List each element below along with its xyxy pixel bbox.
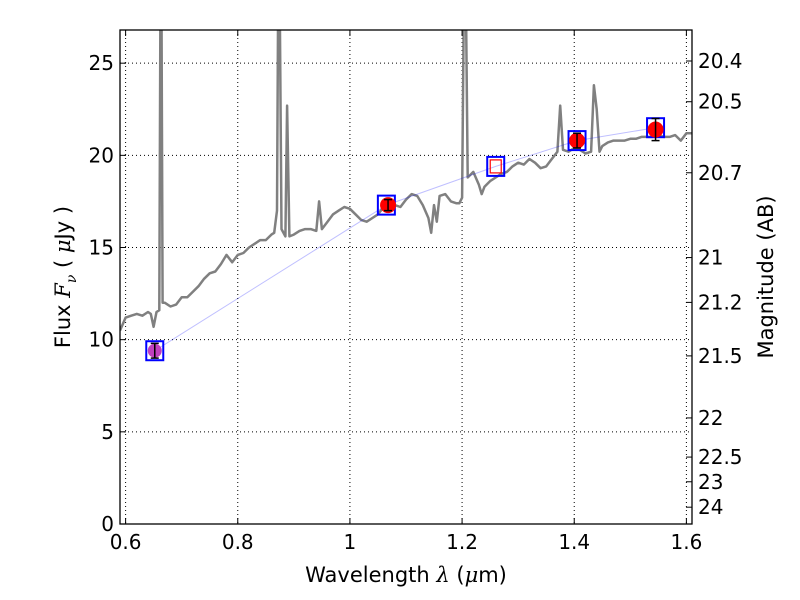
y-axis-label: Flux Fν ( μJy )	[51, 206, 80, 348]
mag-tick-label: 24	[698, 495, 723, 519]
axes-frame	[119, 29, 693, 525]
model-line	[154, 127, 656, 352]
open-point-box	[489, 159, 502, 174]
x-tick-label: 1.4	[558, 530, 590, 554]
mag-tick-label: 22	[698, 406, 723, 430]
mag-tick-label: 23	[698, 470, 723, 494]
x-tick-label: 1.2	[446, 530, 478, 554]
mag-tick-label: 21.2	[698, 290, 743, 314]
y-tick-label: 20	[89, 143, 114, 167]
mag-tick-label: 21.5	[698, 344, 743, 368]
y-tick-label: 15	[89, 236, 114, 260]
x-tick-label: 0.6	[110, 530, 142, 554]
axes: 0.6 0.8 1 1.2 1.4 1.6 0 5 10 15 20 25 20.4 20.5 20.7 21…	[89, 29, 743, 554]
mag-tick-label: 20.4	[698, 49, 743, 73]
x-tick-label: 1.6	[670, 530, 702, 554]
mag-tick-label: 21	[698, 246, 723, 270]
mag-tick-label: 20.7	[698, 161, 743, 185]
model-box	[486, 155, 506, 177]
mag-tick-label: 20.5	[698, 90, 743, 114]
x-axis-label: Wavelength λ (μm)	[305, 563, 507, 587]
model-box	[145, 340, 165, 362]
mag-tick-label: 22.5	[698, 445, 743, 469]
y-tick-label: 25	[89, 51, 114, 75]
y-tick-label: 0	[101, 512, 114, 536]
y-tick-label: 5	[101, 420, 114, 444]
y2-axis-label: Magnitude (AB)	[754, 195, 778, 358]
spectrum-line	[120, 30, 692, 331]
x-tick-label: 1	[344, 530, 357, 554]
y-tick-label: 10	[89, 328, 114, 352]
plot-area	[120, 30, 692, 362]
x-tick-label: 0.8	[222, 530, 254, 554]
model-box	[567, 130, 587, 152]
plot-clipped-group	[120, 30, 692, 362]
